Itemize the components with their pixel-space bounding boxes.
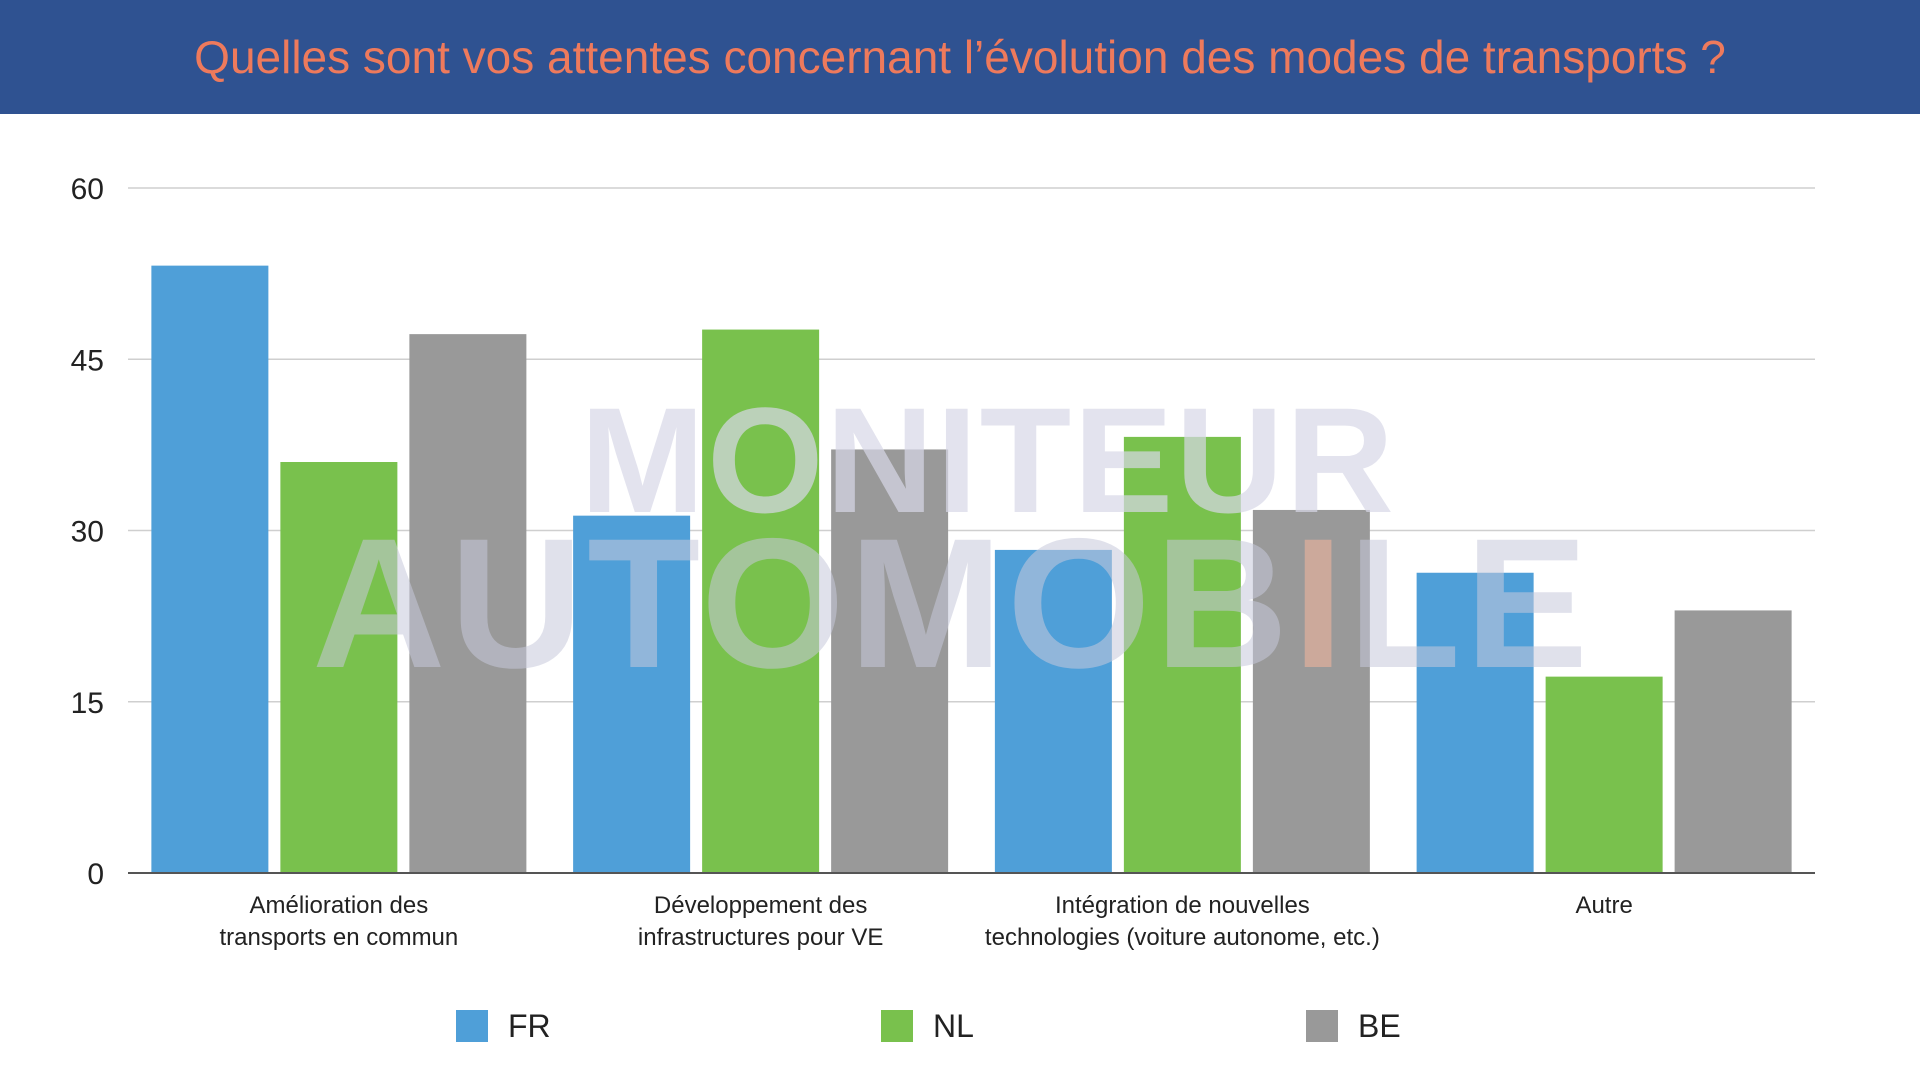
legend-item-fr: FR (456, 1004, 551, 1048)
x-category-label: infrastructures pour VE (638, 924, 883, 951)
legend-label: BE (1358, 1007, 1401, 1044)
bar-be (1674, 610, 1792, 873)
x-category-label: Autre (1575, 892, 1632, 919)
x-category-label: Développement des (654, 892, 867, 919)
bar-fr (1416, 572, 1534, 873)
bar-fr (573, 515, 691, 873)
bar-be (409, 334, 527, 874)
x-category-label: technologies (voiture autonome, etc.) (985, 924, 1380, 951)
legend-item-nl: NL (881, 1004, 974, 1048)
legend-item-be: BE (1306, 1004, 1401, 1048)
axes: 0 15 30 45 60 Amélioration des transports en c… (71, 173, 1815, 951)
legend-swatch (881, 1010, 913, 1042)
bar-nl (1545, 676, 1663, 873)
y-tick-label: 0 (87, 858, 104, 891)
x-category-label: Intégration de nouvelles (1055, 892, 1310, 919)
bar-fr (151, 265, 269, 874)
bar-nl (280, 462, 398, 873)
x-category-label: transports en commun (219, 924, 458, 951)
x-category-label: Amélioration des (249, 892, 428, 919)
bar-be (831, 449, 949, 873)
legend-label: FR (508, 1007, 551, 1044)
y-tick-label: 60 (71, 173, 104, 206)
legend-swatch (456, 1010, 488, 1042)
gridlines (128, 187, 1815, 703)
bar-fr (994, 549, 1112, 873)
y-tick-label: 45 (71, 344, 104, 377)
legend-swatch (1306, 1010, 1338, 1042)
header-banner: Quelles sont vos attentes concernant l’é… (0, 0, 1920, 114)
legend: FR NL BE (0, 1004, 1920, 1048)
bar-nl (702, 329, 820, 874)
bars (151, 265, 1792, 874)
chart-title: Quelles sont vos attentes concernant l’é… (194, 31, 1726, 83)
y-tick-label: 15 (71, 687, 104, 720)
bar-nl (1123, 436, 1241, 873)
y-tick-label: 30 (71, 516, 104, 549)
bar-be (1252, 509, 1370, 873)
legend-label: NL (933, 1007, 974, 1044)
